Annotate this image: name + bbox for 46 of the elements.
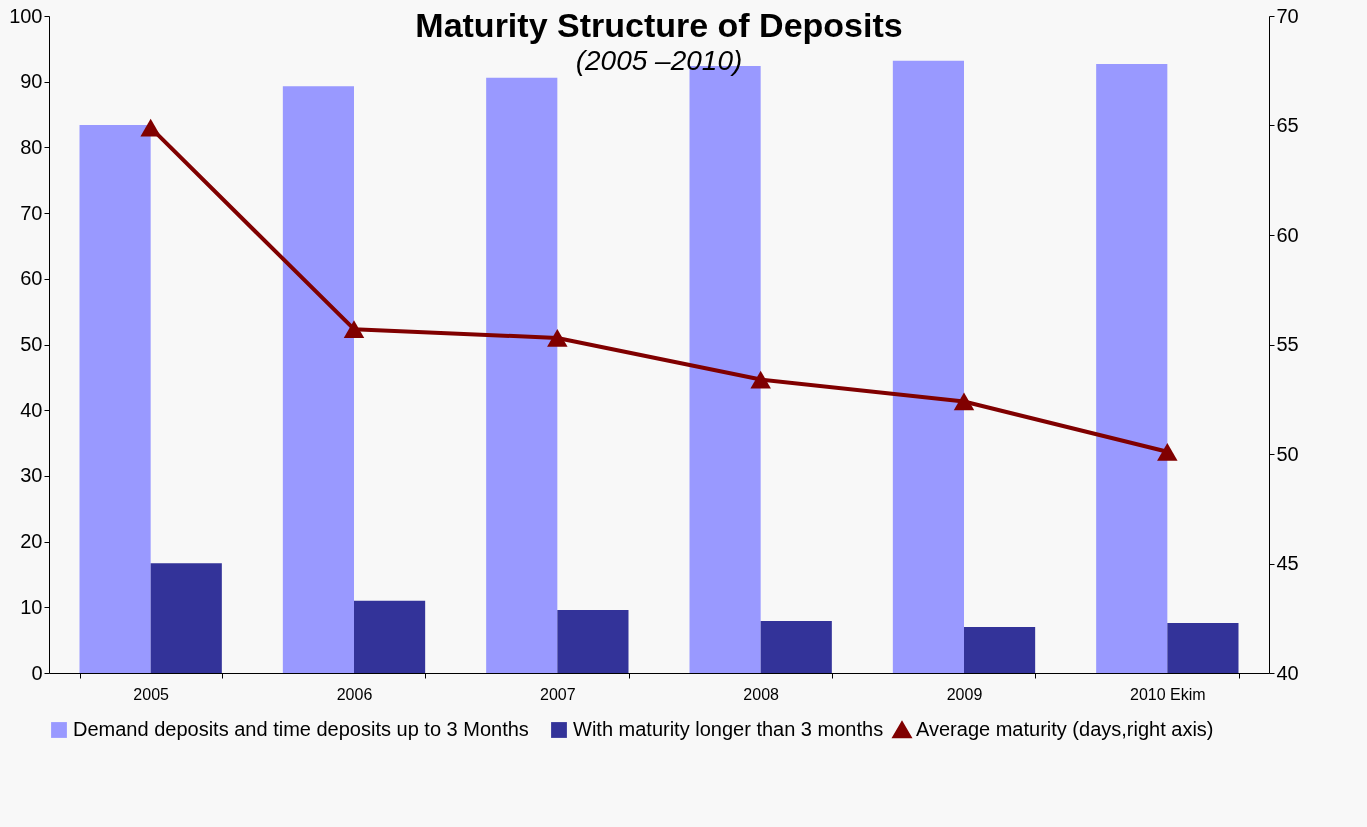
bar (486, 77, 558, 673)
bar (964, 627, 1036, 673)
text: (2005 –2010) (575, 45, 743, 76)
bar (760, 621, 832, 673)
y-tick-label: 40 (20, 398, 43, 421)
legend-label: With maturity longer than 3 months (573, 718, 884, 740)
x-tick-label: 2009 (946, 685, 983, 703)
x-tick-label: 2010 Ekim (1130, 685, 1206, 703)
legend-label: Demand deposits and time deposits up to 3 Months (73, 718, 529, 740)
x-tick-label: 2007 (540, 685, 576, 703)
point (953, 392, 975, 411)
point (140, 118, 161, 137)
y-tick-label: 60 (20, 267, 43, 290)
point (343, 320, 365, 339)
bar (79, 125, 151, 673)
y-tick-label: 100 (9, 4, 43, 27)
bar (557, 609, 629, 673)
y-tick-label: 80 (20, 135, 43, 158)
bar (892, 60, 964, 673)
x-tick-label: 2006 (336, 685, 373, 703)
bar (282, 86, 354, 673)
y-tick-label: 10 (20, 595, 43, 618)
legend-label: Average maturity (days,right axis) (916, 718, 1214, 740)
x-tick-label: 2008 (743, 685, 780, 703)
y2-tick-label: 50 (1276, 442, 1299, 465)
y-tick-label: 90 (20, 70, 43, 93)
y-tick-label: 70 (20, 201, 43, 224)
x-tick-label: 2005 (133, 685, 170, 703)
y-tick-label: 30 (20, 464, 43, 487)
bar (150, 563, 222, 673)
y2-tick-label: 55 (1276, 333, 1299, 355)
point (750, 370, 771, 389)
y-tick-label: 50 (20, 333, 43, 355)
y2-tick-label: 70 (1276, 4, 1299, 27)
y2-tick-label: 65 (1276, 114, 1299, 136)
bar (354, 600, 426, 673)
bar (1096, 63, 1168, 673)
y2-tick-label: 40 (1276, 661, 1299, 684)
y2-tick-label: 60 (1276, 223, 1299, 246)
y-tick-label: 20 (20, 530, 43, 553)
y2-tick-label: 45 (1276, 552, 1299, 574)
bar (1167, 623, 1239, 673)
chart-title: Maturity Structure of Deposits (415, 6, 903, 44)
point (1157, 442, 1178, 461)
y-tick-label: 0 (31, 661, 43, 684)
point (547, 329, 568, 347)
